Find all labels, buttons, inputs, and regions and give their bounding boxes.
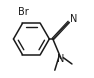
Text: N: N — [57, 54, 65, 63]
Text: N: N — [70, 14, 77, 24]
Text: Br: Br — [18, 7, 29, 17]
